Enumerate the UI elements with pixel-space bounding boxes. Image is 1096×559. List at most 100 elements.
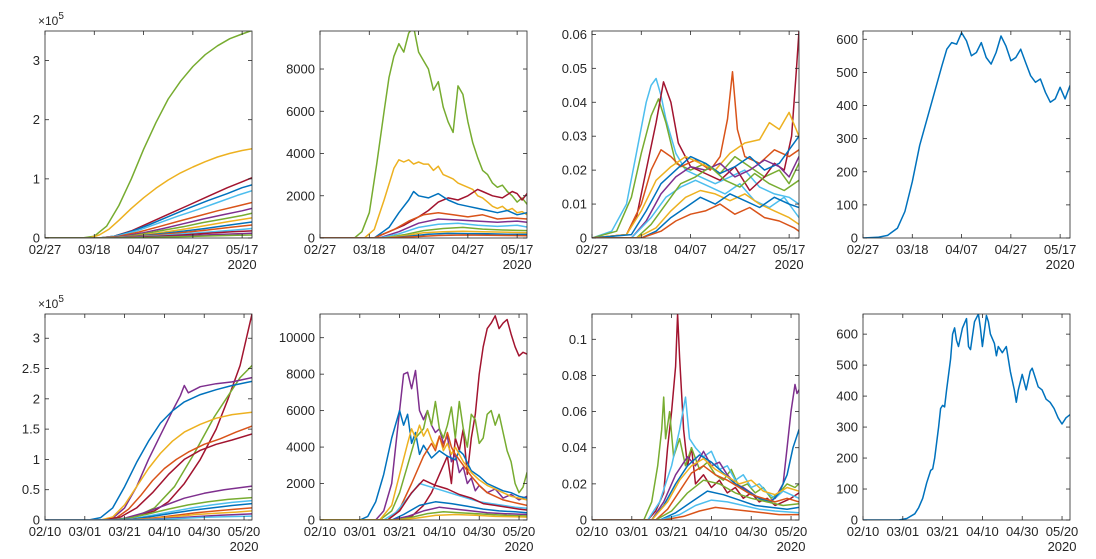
x-tick-label: 03/01 bbox=[887, 524, 920, 539]
x-tick-label: 04/27 bbox=[452, 242, 485, 257]
y-tick-label: 100 bbox=[836, 482, 858, 497]
y-tick-label: 1 bbox=[33, 171, 40, 186]
x-tick-label: 03/01 bbox=[69, 524, 102, 539]
y-tick-label: 2.5 bbox=[22, 361, 40, 376]
y-tick-label: 3 bbox=[33, 53, 40, 68]
y-tick-label: 500 bbox=[836, 65, 858, 80]
y-tick-label: 0 bbox=[851, 231, 858, 246]
x-tick-label: 03/21 bbox=[926, 524, 959, 539]
y-tick-label: 200 bbox=[836, 164, 858, 179]
series-line-7 bbox=[320, 482, 527, 520]
series-group bbox=[45, 314, 252, 520]
x-tick-label: 03/21 bbox=[108, 524, 141, 539]
series-line-1 bbox=[320, 315, 527, 520]
y-tick-label: 600 bbox=[836, 327, 858, 342]
y-tick-label: 400 bbox=[836, 389, 858, 404]
y-multiplier-label: ×105 bbox=[38, 11, 64, 28]
axes-box bbox=[319, 313, 528, 521]
y-tick-label: 200 bbox=[836, 451, 858, 466]
y-tick-label: 1 bbox=[33, 452, 40, 467]
x-tick-label: 04/07 bbox=[402, 242, 435, 257]
axes-box bbox=[44, 30, 253, 239]
series-line-12 bbox=[592, 203, 799, 238]
x-tick-label: 04/07 bbox=[127, 242, 160, 257]
y-tick-label: 2 bbox=[33, 112, 40, 127]
series-group bbox=[592, 314, 799, 520]
y-tick-label: 0 bbox=[851, 513, 858, 528]
x-tick-label: 04/27 bbox=[177, 242, 210, 257]
y-tick-label: 500 bbox=[836, 358, 858, 373]
x-year-label: 2020 bbox=[503, 257, 532, 272]
y-tick-label: 8000 bbox=[286, 367, 315, 382]
series-line-12 bbox=[320, 513, 527, 520]
x-tick-label: 04/27 bbox=[995, 242, 1028, 257]
y-tick-label: 0.06 bbox=[562, 404, 587, 419]
x-tick-label: 04/10 bbox=[966, 524, 999, 539]
y-tick-label: 2000 bbox=[286, 476, 315, 491]
series-line-1 bbox=[320, 31, 527, 238]
y-tick-label: 10000 bbox=[279, 330, 315, 345]
y-tick-label: 0.08 bbox=[562, 368, 587, 383]
series-line-3 bbox=[320, 188, 527, 238]
x-tick-label: 02/10 bbox=[29, 524, 62, 539]
axes-box bbox=[591, 313, 800, 521]
y-tick-label: 0 bbox=[580, 513, 587, 528]
x-tick-label: 03/18 bbox=[353, 242, 386, 257]
x-tick-label: 05/17 bbox=[1044, 242, 1077, 257]
series-line-7 bbox=[592, 155, 799, 238]
series-line-1 bbox=[863, 314, 1070, 520]
x-tick-label: 02/10 bbox=[847, 524, 880, 539]
series-line-2 bbox=[320, 159, 527, 238]
x-tick-label: 03/18 bbox=[896, 242, 929, 257]
series-group bbox=[320, 315, 527, 520]
series-line-5 bbox=[320, 211, 527, 238]
series-line-5 bbox=[45, 411, 252, 520]
y-tick-label: 4000 bbox=[286, 146, 315, 161]
y-tick-label: 0.1 bbox=[569, 332, 587, 347]
x-tick-label: 02/10 bbox=[304, 524, 337, 539]
x-tick-label: 04/30 bbox=[188, 524, 221, 539]
series-line-6 bbox=[320, 218, 527, 238]
series-line-9 bbox=[592, 165, 799, 238]
y-tick-label: 300 bbox=[836, 131, 858, 146]
x-tick-label: 02/27 bbox=[29, 242, 62, 257]
series-line-6 bbox=[592, 457, 799, 520]
y-tick-label: 0.02 bbox=[562, 163, 587, 178]
subplot-grid: 02/27 03/18 04/07 04/27 05/1720200123×10502/… bbox=[22, 11, 1078, 554]
y-tick-label: 0 bbox=[308, 513, 315, 528]
series-line-3 bbox=[45, 376, 252, 520]
y-tick-label: 3 bbox=[33, 331, 40, 346]
series-line-4 bbox=[45, 380, 252, 520]
series-line-10 bbox=[320, 506, 527, 520]
y-multiplier-label: ×105 bbox=[38, 294, 64, 311]
y-tick-label: 0.06 bbox=[562, 27, 587, 42]
y-tick-label: 0.03 bbox=[562, 129, 587, 144]
series-line-6 bbox=[320, 431, 527, 520]
series-line-6 bbox=[592, 135, 799, 238]
x-tick-label: 05/17 bbox=[226, 242, 259, 257]
x-tick-label: 03/21 bbox=[655, 524, 688, 539]
y-tick-label: 2 bbox=[33, 391, 40, 406]
x-tick-label: 04/30 bbox=[735, 524, 768, 539]
series-line-4 bbox=[320, 400, 527, 520]
axes-box bbox=[44, 313, 253, 521]
x-year-label: 2020 bbox=[775, 257, 804, 272]
x-year-label: 2020 bbox=[777, 539, 806, 554]
x-tick-label: 05/17 bbox=[501, 242, 534, 257]
series-line-10 bbox=[592, 499, 799, 520]
x-tick-label: 03/18 bbox=[78, 242, 111, 257]
y-tick-label: 0 bbox=[33, 231, 40, 246]
x-tick-label: 04/10 bbox=[695, 524, 728, 539]
x-tick-label: 05/17 bbox=[773, 242, 806, 257]
series-line-11 bbox=[592, 506, 799, 520]
x-tick-label: 03/01 bbox=[344, 524, 377, 539]
series-line-8 bbox=[592, 179, 799, 238]
series-line-10 bbox=[592, 189, 799, 238]
series-group bbox=[863, 314, 1070, 520]
